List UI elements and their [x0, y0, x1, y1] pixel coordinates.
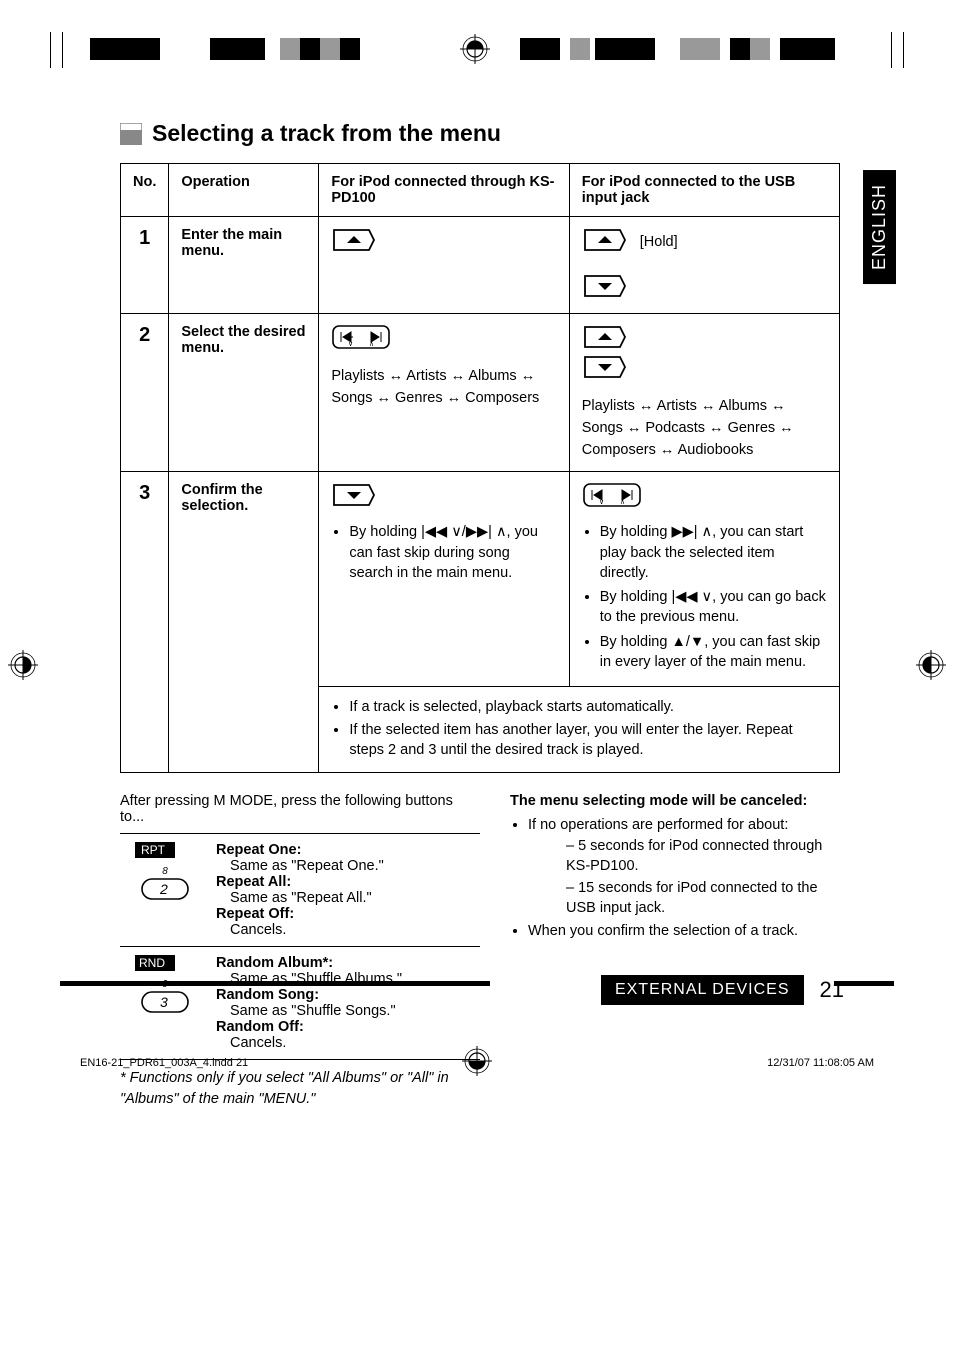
- mode-desc: Cancels.: [230, 922, 474, 938]
- instruction-table: No. Operation For iPod connected through…: [120, 163, 840, 773]
- mode-items-cell: Random Album*: Same as "Shuffle Albums."…: [210, 947, 480, 1060]
- footer-section-label: EXTERNAL DEVICES: [601, 975, 804, 1005]
- row-op: Select the desired menu.: [169, 314, 319, 472]
- mode-table: RPT 8 2 Repeat One: Same as "Repeat One.…: [120, 833, 480, 1060]
- menu-chain-kspd: Playlists ↔ Artists ↔ Albums ↔ Songs ↔ G…: [331, 366, 556, 410]
- merged-note: If a track is selected, playback starts …: [349, 697, 827, 717]
- row-kspd-cell: [319, 217, 569, 314]
- row-no: 2: [121, 314, 169, 472]
- mode-desc: Cancels.: [230, 1035, 474, 1051]
- table-row: 1 Enter the main menu. [Hold]: [121, 217, 840, 314]
- mode-desc: Same as "Repeat One.": [230, 858, 474, 874]
- up-button-icon: [331, 227, 377, 257]
- number-button-icon: 2: [126, 877, 204, 905]
- footnote: * Functions only if you select "All Albu…: [120, 1068, 480, 1109]
- hold-label: [Hold]: [640, 234, 678, 250]
- svg-text:RPT: RPT: [141, 843, 166, 857]
- row-op: Enter the main menu.: [169, 217, 319, 314]
- row-usb-cell: Playlists ↔ Artists ↔ Albums ↔ Songs ↔ P…: [569, 314, 839, 472]
- down-button-icon: [331, 482, 377, 512]
- mode-items-cell: Repeat One: Same as "Repeat One." Repeat…: [210, 834, 480, 947]
- row-usb-cell: [Hold]: [569, 217, 839, 314]
- usb-note: By holding ▶▶| ∧, you can start play bac…: [600, 522, 827, 583]
- svg-text:∧: ∧: [620, 499, 625, 506]
- row-kspd-cell: ∨∧ Playlists ↔ Artists ↔ Albums ↔ Songs …: [319, 314, 569, 472]
- cancel-bullet: When you confirm the selection of a trac…: [528, 921, 834, 941]
- print-file: EN16-21_PDR61_003A_4.indd 21: [80, 1057, 248, 1069]
- table-row: 3 Confirm the selection. By holding |◀◀ …: [121, 472, 840, 687]
- registration-mark-bottom: [462, 1046, 492, 1081]
- print-date: 12/31/07 11:08:05 AM: [767, 1057, 874, 1069]
- menu-chain-usb: Playlists ↔ Artists ↔ Albums ↔ Songs ↔ P…: [582, 396, 827, 461]
- row-no: 1: [121, 217, 169, 314]
- mode-label: Repeat All:: [216, 874, 291, 890]
- cancel-header: The menu selecting mode will be canceled…: [510, 793, 834, 809]
- after-pressing-text: After pressing M MODE, press the followi…: [120, 793, 480, 825]
- page-number: 21: [820, 977, 844, 1003]
- merged-note: If the selected item has another layer, …: [349, 720, 827, 761]
- mode-label: Random Off:: [216, 1019, 304, 1035]
- mode-desc: Same as "Repeat All.": [230, 890, 474, 906]
- mode-desc: Same as "Shuffle Songs.": [230, 1003, 474, 1019]
- svg-text:∨: ∨: [348, 341, 353, 348]
- down-button-icon: [582, 273, 628, 303]
- table-row: 2 Select the desired menu. ∨∧ Playlists …: [121, 314, 840, 472]
- mode-icon-cell: RND 9 3: [120, 947, 210, 1060]
- cancel-bullet: If no operations are performed for about…: [528, 815, 834, 918]
- section-heading: Selecting a track from the menu: [152, 120, 501, 147]
- header-operation: Operation: [169, 164, 319, 217]
- usb-note: By holding ▲/▼, you can fast skip in eve…: [600, 632, 827, 673]
- header-usb: For iPod connected to the USB input jack: [569, 164, 839, 217]
- mode-row: RND 9 3 Random Album*: Same as "Shuffle …: [120, 947, 480, 1060]
- up-button-icon: [582, 227, 628, 257]
- row-kspd-cell: By holding |◀◀ ∨/▶▶| ∧, you can fast ski…: [319, 472, 569, 687]
- section-square-icon: [120, 123, 142, 145]
- language-tab: ENGLISH: [863, 170, 896, 284]
- registration-mark-right: [916, 650, 946, 680]
- kspd-note: By holding |◀◀ ∨/▶▶| ∧, you can fast ski…: [349, 522, 556, 583]
- svg-text:∨: ∨: [599, 499, 604, 506]
- cancel-sub-bullet: 5 seconds for iPod connected through KS-…: [566, 836, 834, 877]
- usb-notes-list: By holding ▶▶| ∧, you can start play bac…: [582, 522, 827, 672]
- up-button-icon: [582, 324, 628, 354]
- down-button-icon: [582, 354, 628, 384]
- svg-text:∧: ∧: [369, 341, 374, 348]
- mode-icon-cell: RPT 8 2: [120, 834, 210, 947]
- usb-note: By holding |◀◀ ∨, you can go back to the…: [600, 587, 827, 628]
- svg-text:2: 2: [159, 881, 168, 897]
- icon-sup: 8: [126, 866, 204, 877]
- header-kspd: For iPod connected through KS-PD100: [319, 164, 569, 217]
- rpt-badge-icon: RPT: [126, 842, 204, 866]
- mode-row: RPT 8 2 Repeat One: Same as "Repeat One.…: [120, 834, 480, 947]
- prev-next-button-icon: ∨∧: [582, 482, 642, 512]
- mode-label: Repeat One:: [216, 842, 301, 858]
- registration-marks-top: [40, 30, 914, 70]
- cancel-sub-bullet: 15 seconds for iPod connected to the USB…: [566, 878, 834, 919]
- row-usb-cell: ∨∧ By holding ▶▶| ∧, you can start play …: [569, 472, 839, 687]
- header-no: No.: [121, 164, 169, 217]
- registration-mark-left: [8, 650, 38, 680]
- row-no: 3: [121, 472, 169, 773]
- row-op: Confirm the selection.: [169, 472, 319, 773]
- prev-next-button-icon: ∨∧: [331, 324, 391, 354]
- mode-label: Repeat Off:: [216, 906, 294, 922]
- merged-notes-cell: If a track is selected, playback starts …: [319, 687, 840, 773]
